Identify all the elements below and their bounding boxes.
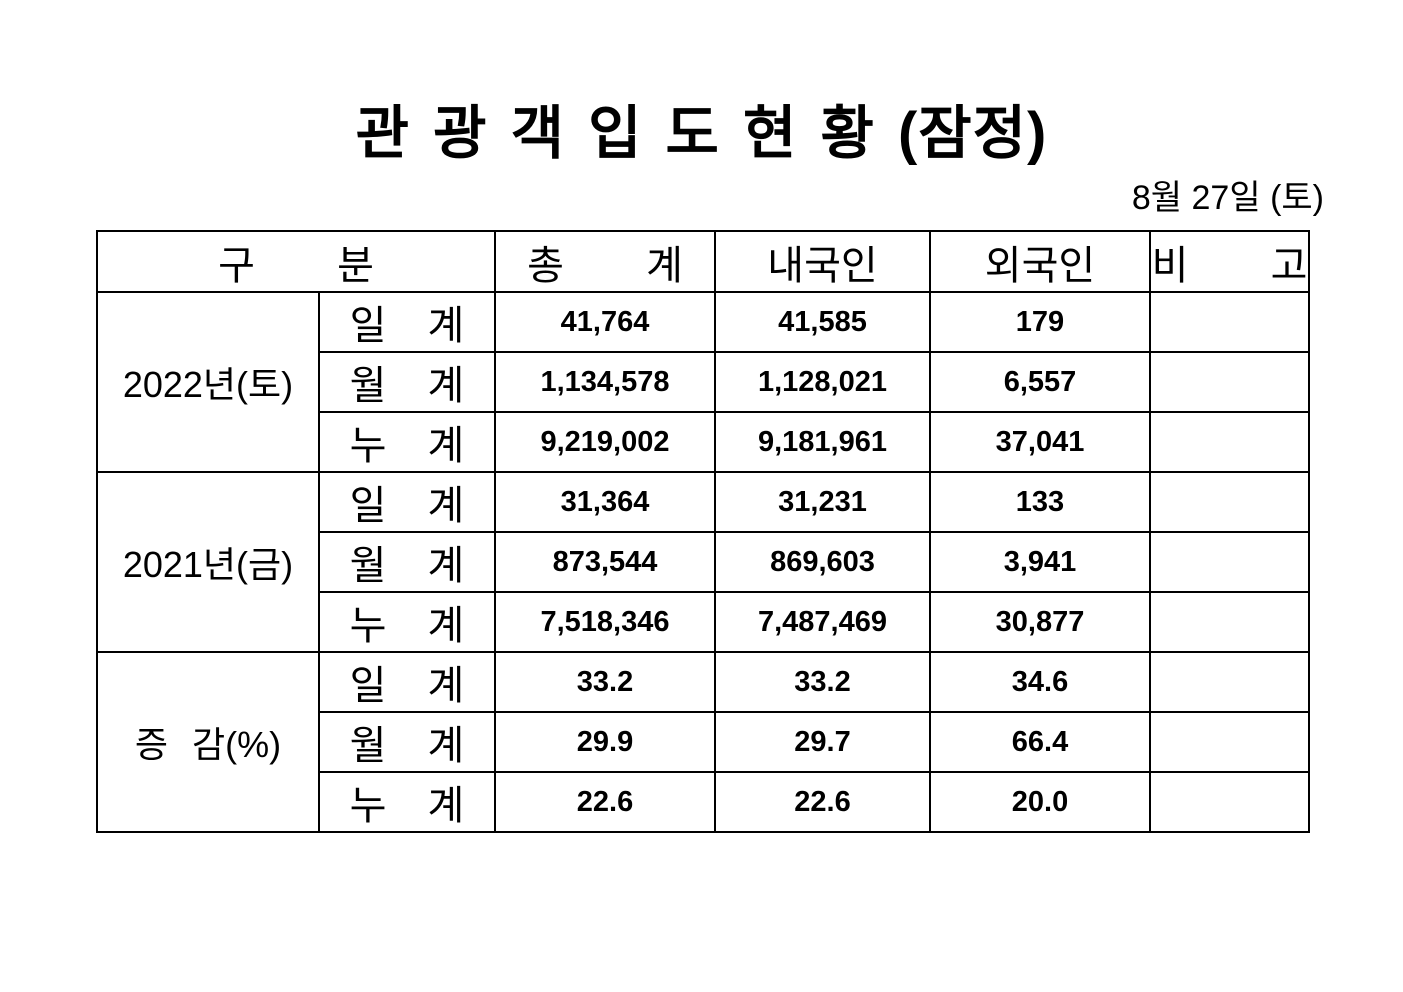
note-cell [1149, 711, 1310, 773]
table-row: 누 계 7,518,346 7,487,469 30,877 [97, 591, 1310, 653]
domestic-cell: 31,231 [714, 471, 931, 533]
total-cell: 29.9 [494, 711, 716, 773]
table-row: 월 계 29.9 29.7 66.4 [97, 711, 1310, 773]
row-type-cell: 누 계 [318, 411, 496, 473]
domestic-cell: 1,128,021 [714, 351, 931, 413]
row-type-cell: 월 계 [318, 711, 496, 773]
note-cell [1149, 351, 1310, 413]
row-type-cell: 월 계 [318, 531, 496, 593]
total-cell: 873,544 [494, 531, 716, 593]
foreign-cell: 133 [929, 471, 1151, 533]
table-row: 2021년(금) 일 계 31,364 31,231 133 [96, 471, 1310, 653]
table-header-row: 구 분 총 계 내국인 외국인 비 고 [96, 230, 1310, 293]
header-total: 총 계 [494, 230, 716, 293]
foreign-cell: 37,041 [929, 411, 1151, 473]
group-label-2022: 2022년(토) [96, 291, 320, 473]
group-label-change: 증 감(%) [96, 651, 320, 833]
row-type-cell: 누 계 [318, 591, 496, 653]
total-cell: 31,364 [494, 471, 716, 533]
header-foreign: 외국인 [929, 230, 1151, 293]
domestic-cell: 33.2 [714, 651, 931, 713]
note-cell [1149, 291, 1310, 353]
group-label-2021: 2021년(금) [96, 471, 320, 653]
table-row: 월 계 873,544 869,603 3,941 [97, 531, 1310, 593]
note-cell [1149, 471, 1310, 533]
table-row: 증 감(%) 일 계 33.2 33.2 34.6 [96, 651, 1310, 833]
foreign-cell: 20.0 [929, 771, 1151, 833]
note-cell [1149, 591, 1310, 653]
domestic-cell: 41,585 [714, 291, 931, 353]
foreign-cell: 3,941 [929, 531, 1151, 593]
table-row: 누 계 22.6 22.6 20.0 [97, 771, 1310, 833]
stats-table: 구 분 총 계 내국인 외국인 비 고 2022년(토) 일 계 41,764 … [96, 230, 1310, 833]
total-cell: 7,518,346 [494, 591, 716, 653]
total-cell: 1,134,578 [494, 351, 716, 413]
table-row: 누 계 9,219,002 9,181,961 37,041 [97, 411, 1310, 473]
foreign-cell: 179 [929, 291, 1151, 353]
domestic-cell: 869,603 [714, 531, 931, 593]
total-cell: 9,219,002 [494, 411, 716, 473]
header-domestic: 내국인 [714, 230, 931, 293]
report-date: 8월 27일 (토) [1131, 179, 1324, 217]
foreign-cell: 6,557 [929, 351, 1151, 413]
table-row: 2022년(토) 일 계 41,764 41,585 179 [96, 291, 1310, 473]
total-cell: 41,764 [494, 291, 716, 353]
foreign-cell: 30,877 [929, 591, 1151, 653]
domestic-cell: 22.6 [714, 771, 931, 833]
domestic-cell: 7,487,469 [714, 591, 931, 653]
header-note: 비 고 [1149, 230, 1310, 293]
row-type-cell: 일 계 [318, 471, 496, 533]
total-cell: 33.2 [494, 651, 716, 713]
total-cell: 22.6 [494, 771, 716, 833]
table-row: 월 계 1,134,578 1,128,021 6,557 [97, 351, 1310, 413]
row-type-cell: 누 계 [318, 771, 496, 833]
row-type-cell: 일 계 [318, 291, 496, 353]
note-cell [1149, 771, 1310, 833]
note-cell [1149, 531, 1310, 593]
domestic-cell: 29.7 [714, 711, 931, 773]
page-title: 관 광 객 입 도 현 황 (잠정) [355, 101, 1048, 166]
note-cell [1149, 411, 1310, 473]
domestic-cell: 9,181,961 [714, 411, 931, 473]
foreign-cell: 34.6 [929, 651, 1151, 713]
row-type-cell: 월 계 [318, 351, 496, 413]
header-category: 구 분 [96, 230, 496, 293]
foreign-cell: 66.4 [929, 711, 1151, 773]
row-type-cell: 일 계 [318, 651, 496, 713]
note-cell [1149, 651, 1310, 713]
